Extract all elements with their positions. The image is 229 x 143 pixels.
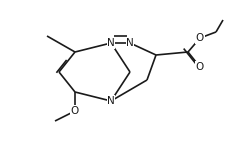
Text: N: N bbox=[107, 38, 114, 48]
Text: N: N bbox=[107, 96, 114, 106]
Text: O: O bbox=[195, 62, 203, 72]
Text: O: O bbox=[71, 106, 79, 116]
Text: O: O bbox=[195, 33, 203, 43]
Text: N: N bbox=[125, 38, 133, 48]
